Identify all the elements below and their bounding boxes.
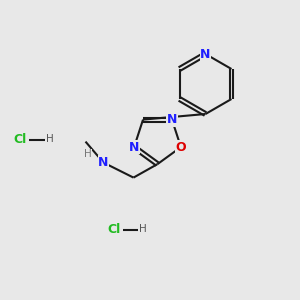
Text: Cl: Cl [14,133,27,146]
Text: N: N [167,113,177,126]
Text: H: H [46,134,53,145]
Text: N: N [98,156,109,169]
Text: H: H [84,149,92,159]
Text: N: N [129,141,139,154]
Text: O: O [176,141,186,154]
Text: N: N [200,47,211,61]
Text: H: H [139,224,146,235]
Text: Cl: Cl [107,223,121,236]
